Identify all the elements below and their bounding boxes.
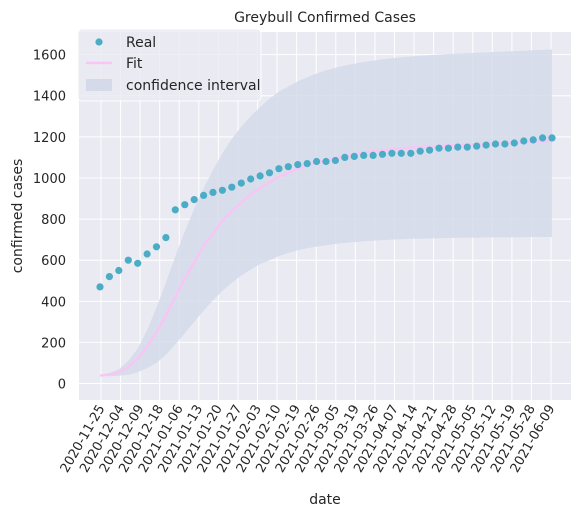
real-point <box>162 234 170 242</box>
real-point <box>378 150 387 158</box>
real-point <box>510 139 518 147</box>
real-point <box>247 175 255 183</box>
legend-marker-confidence <box>86 79 112 91</box>
real-point <box>388 149 396 157</box>
y-tick-labels: 0 200 400 600 800 1000 1200 1400 1600 <box>33 49 66 393</box>
y-tick-label: 400 <box>41 295 66 310</box>
real-point <box>171 206 179 214</box>
real-point <box>463 143 471 151</box>
real-point <box>190 196 198 204</box>
real-point <box>444 144 452 152</box>
real-point <box>115 266 123 275</box>
real-point <box>228 183 236 191</box>
real-point <box>284 163 292 171</box>
legend-label: Real <box>126 35 156 51</box>
real-point <box>397 149 405 157</box>
y-tick-label: 200 <box>41 336 66 351</box>
real-point <box>520 137 528 145</box>
real-point <box>218 186 226 194</box>
y-tick-label: 1000 <box>33 172 66 187</box>
real-point <box>143 250 151 258</box>
real-point <box>331 156 339 165</box>
real-point <box>369 151 377 159</box>
legend-label: confidence interval <box>126 78 260 94</box>
real-point <box>256 172 264 180</box>
real-point <box>539 134 547 142</box>
real-point <box>482 141 490 149</box>
chart-title: Greybull Confirmed Cases <box>234 10 416 26</box>
y-tick-label: 800 <box>41 213 66 228</box>
legend: Real Fit confidence interval <box>77 28 262 102</box>
real-point <box>501 140 509 148</box>
real-point <box>426 146 434 154</box>
x-axis-label: date <box>309 492 341 508</box>
real-point <box>548 134 556 142</box>
real-point <box>265 169 274 177</box>
y-tick-label: 600 <box>41 254 66 269</box>
real-point <box>303 160 311 168</box>
legend-marker-real <box>95 38 103 46</box>
real-point <box>491 140 500 148</box>
real-point <box>435 144 443 152</box>
real-point <box>416 147 424 155</box>
real-points <box>96 134 556 291</box>
y-axis-label: confirmed cases <box>10 159 26 274</box>
legend-frame <box>77 28 262 102</box>
real-point <box>96 283 104 291</box>
real-point <box>529 136 537 144</box>
y-tick-label: 1600 <box>33 49 66 64</box>
real-point <box>181 201 189 209</box>
real-point <box>134 259 142 267</box>
real-point <box>454 143 462 151</box>
x-tick-labels: 2020-11-252020-12-042020-12-092020-12-18… <box>58 402 559 475</box>
real-point <box>105 273 113 281</box>
y-tick-label: 0 <box>58 378 66 393</box>
real-point <box>341 153 349 161</box>
confidence-band <box>100 49 552 377</box>
real-point <box>124 256 132 264</box>
real-point <box>473 142 481 150</box>
real-point <box>360 151 368 159</box>
legend-label: Fit <box>126 56 143 72</box>
real-point <box>152 243 161 251</box>
y-tick-label: 1400 <box>33 90 66 105</box>
real-point <box>200 191 208 199</box>
real-point <box>275 165 283 173</box>
real-point <box>313 157 321 166</box>
real-point <box>322 157 330 166</box>
real-point <box>209 188 217 196</box>
real-point <box>237 179 245 187</box>
y-tick-label: 1200 <box>33 131 66 146</box>
real-point <box>407 149 415 157</box>
real-point <box>350 152 358 160</box>
real-point <box>294 161 302 169</box>
